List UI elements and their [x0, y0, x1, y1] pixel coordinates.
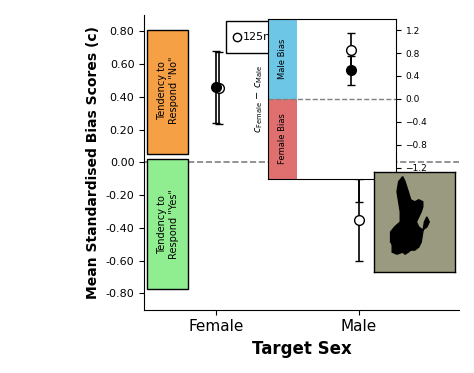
Text: 1000ms: 1000ms — [291, 32, 335, 42]
Text: Male Bias: Male Bias — [278, 38, 287, 79]
Text: Tendency to
Respond "Yes": Tendency to Respond "Yes" — [157, 189, 179, 259]
Text: Female Bias: Female Bias — [278, 113, 287, 164]
Bar — [147, 159, 188, 289]
X-axis label: Target Sex: Target Sex — [252, 340, 351, 358]
Polygon shape — [391, 177, 429, 254]
Bar — [268, 19, 297, 99]
Bar — [226, 21, 330, 53]
Text: Tendency to
Respond "No": Tendency to Respond "No" — [157, 56, 179, 124]
Bar — [268, 99, 297, 179]
Text: 125ms: 125ms — [243, 32, 281, 42]
Y-axis label: $c_{\mathrm{Female}}$ $-$ $c_{\mathrm{Male}}$: $c_{\mathrm{Female}}$ $-$ $c_{\mathrm{Ma… — [253, 65, 265, 133]
Bar — [147, 30, 188, 154]
Y-axis label: Mean Standardised Bias Scores (c): Mean Standardised Bias Scores (c) — [86, 26, 100, 299]
